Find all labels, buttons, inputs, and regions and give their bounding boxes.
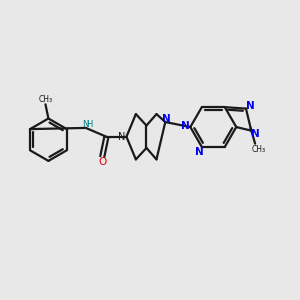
Text: N: N bbox=[162, 114, 171, 124]
Text: O: O bbox=[98, 158, 106, 167]
Text: N: N bbox=[246, 101, 255, 111]
Text: N: N bbox=[118, 132, 126, 142]
Text: N: N bbox=[82, 120, 88, 129]
Text: N: N bbox=[194, 147, 203, 157]
Text: CH₃: CH₃ bbox=[38, 94, 52, 103]
Text: H: H bbox=[86, 120, 92, 129]
Text: N: N bbox=[251, 128, 260, 139]
Text: CH₃: CH₃ bbox=[252, 145, 266, 154]
Text: N: N bbox=[181, 122, 189, 131]
